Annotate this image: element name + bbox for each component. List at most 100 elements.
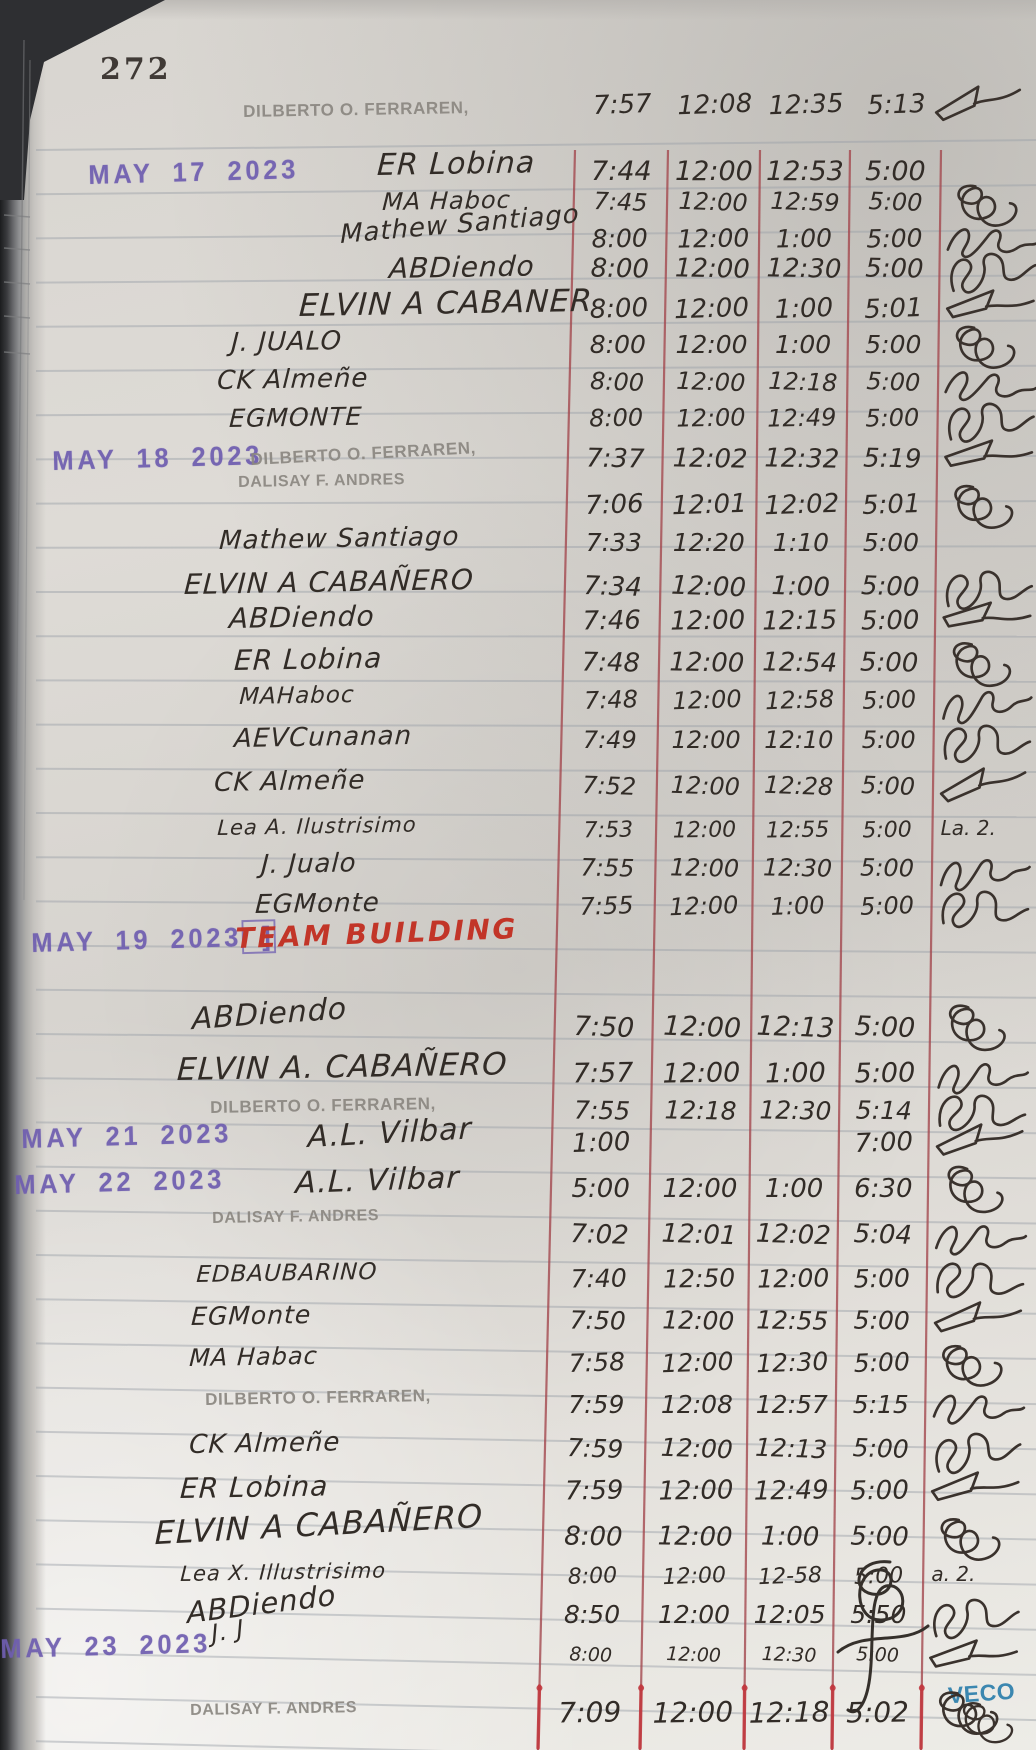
time-entry: 5:19	[862, 443, 922, 475]
time-entry: 12:02	[755, 1218, 832, 1252]
time-entry: 7:52	[581, 771, 637, 801]
time-entry: 8:00	[591, 223, 649, 254]
employee-name: Mathew Santiago	[218, 521, 461, 557]
time-entry: 8:00	[564, 1521, 624, 1553]
time-entry: 1:00	[571, 1126, 632, 1160]
time-entry: 12:01	[661, 1218, 738, 1252]
time-entry: 12:08	[676, 88, 753, 122]
time-entry: 12:50	[662, 1263, 735, 1294]
time-entry: 7:53	[583, 817, 633, 844]
time-entry: 5:00	[865, 330, 922, 359]
employee-name: ER Lobina	[376, 145, 537, 184]
time-entry: 12:00	[675, 156, 753, 187]
employee-name: ELVIN A. CABAÑERO	[176, 1046, 509, 1089]
time-entry: 12:00	[657, 1521, 733, 1553]
time-entry: 12:00	[662, 1010, 742, 1045]
time-entry: 12:00	[662, 1174, 738, 1204]
time-entry: 1:00	[770, 570, 831, 604]
time-entry: 5:00	[571, 1174, 630, 1204]
employee-name: EGMONTE	[228, 401, 364, 434]
time-entry: 12:00	[668, 890, 739, 922]
time-entry: 5:00	[862, 817, 913, 844]
time-entry: 5:00	[861, 685, 917, 715]
time-entry: 5:00	[867, 187, 923, 217]
time-entry: 7:46	[582, 605, 642, 637]
time-entry: 12:00	[658, 1475, 734, 1507]
time-entry: 12:55	[756, 1305, 829, 1336]
time-entry: 12:00	[674, 253, 751, 285]
time-entry: 12:02	[672, 443, 748, 475]
time-entry: 12:30	[761, 1643, 817, 1667]
time-entry: 12:00	[670, 570, 747, 604]
time-entry: 12:10	[764, 726, 834, 754]
time-entry: 7:48	[583, 685, 639, 715]
signature-initials: a. 2.	[931, 1562, 976, 1586]
time-entry: 5:00	[861, 726, 916, 754]
employee-name: J. J	[210, 1614, 246, 1648]
employee-name: ABDiendo	[228, 599, 376, 636]
time-entry: 5:00	[862, 528, 920, 557]
time-entry: 5:00	[859, 853, 915, 883]
time-entry: 12:15	[762, 605, 838, 637]
time-entry: 12:30	[755, 1346, 829, 1379]
time-entry: 1:00	[769, 891, 825, 921]
time-entry: 7:55	[579, 853, 635, 883]
time-entry: 7:58	[568, 1347, 626, 1378]
time-entry: 12:59	[769, 186, 840, 218]
employee-name: A.L. Vilbar	[294, 1160, 461, 1202]
time-entry: 5:00	[860, 647, 920, 679]
employee-name: J. Jualo	[260, 848, 358, 881]
time-entry: 7:59	[566, 1433, 624, 1464]
time-entry: 12:18	[664, 1095, 738, 1126]
time-entry: 12:00	[678, 186, 749, 218]
employee-name: MAHaboc	[238, 681, 356, 711]
time-entry: 12:00	[662, 1562, 727, 1591]
time-entry: 12:30	[766, 253, 842, 285]
time-entry: 7:57	[572, 1057, 634, 1090]
time-entry: 8:50	[563, 1600, 621, 1629]
signature-scribble	[953, 483, 1014, 531]
time-entry: 5:00	[850, 1475, 910, 1507]
time-entry: 7:55	[573, 1095, 631, 1126]
time-entry: 12:00	[671, 726, 741, 754]
time-entry: 12:55	[765, 817, 830, 844]
time-entry: 5:00	[860, 605, 920, 637]
signature-initials: La. 2.	[940, 816, 996, 840]
employee-name-stamped: DILBERTO O. FERRAREN,	[243, 98, 470, 121]
time-entry: 12:00	[672, 817, 737, 844]
time-entry: 12:54	[761, 647, 838, 679]
time-entry: 5:00	[849, 1521, 909, 1553]
time-entry: 8:00	[589, 330, 646, 359]
time-entry: 5:00	[865, 403, 920, 433]
time-entry: 1:10	[772, 528, 830, 557]
time-entry: 12:13	[756, 1010, 836, 1045]
time-entry: 12:00	[675, 366, 747, 398]
employee-name: MA Habac	[188, 1341, 319, 1373]
time-entry: 12:00	[675, 403, 746, 433]
time-entry: 5:15	[852, 1390, 909, 1419]
time-entry: 7:55	[578, 891, 634, 921]
time-entry: 12:53	[766, 156, 844, 187]
signature-scribble	[932, 80, 1024, 122]
time-entry: 12:30	[758, 1095, 832, 1126]
time-entry: 7:02	[570, 1218, 630, 1252]
time-entry: 5:01	[861, 488, 922, 522]
time-entry: 12:02	[763, 488, 840, 522]
time-entry: 7:48	[581, 647, 641, 679]
time-entry: 5:00	[860, 570, 921, 604]
time-entry: 7:59	[565, 1475, 625, 1507]
time-entry: 5:00	[859, 891, 915, 921]
time-entry: 12:30	[762, 853, 833, 883]
time-entry: 8:00	[569, 1643, 613, 1667]
time-entry: 8:00	[588, 292, 649, 326]
time-entry: 8:00	[589, 253, 649, 285]
time-entry: 5:02	[845, 1695, 909, 1730]
time-entry: 12:00	[676, 223, 750, 254]
time-entry: 1:00	[760, 1521, 820, 1553]
time-entry: 7:45	[593, 187, 649, 217]
employee-name: ELVIN A CABANER	[298, 282, 594, 325]
employee-name: Lea X. Illustrisimo	[179, 1558, 387, 1587]
page-number: 272	[100, 52, 172, 87]
